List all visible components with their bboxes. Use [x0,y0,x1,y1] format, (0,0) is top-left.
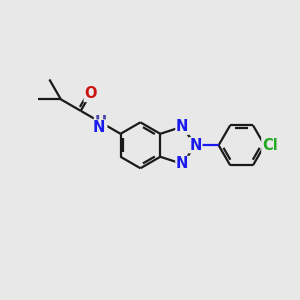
Text: N: N [93,120,105,135]
Text: N: N [176,156,188,171]
Text: H: H [94,115,107,130]
Text: N: N [176,119,188,134]
Text: O: O [84,86,97,101]
Text: Cl: Cl [262,138,278,153]
Text: N: N [190,138,202,153]
